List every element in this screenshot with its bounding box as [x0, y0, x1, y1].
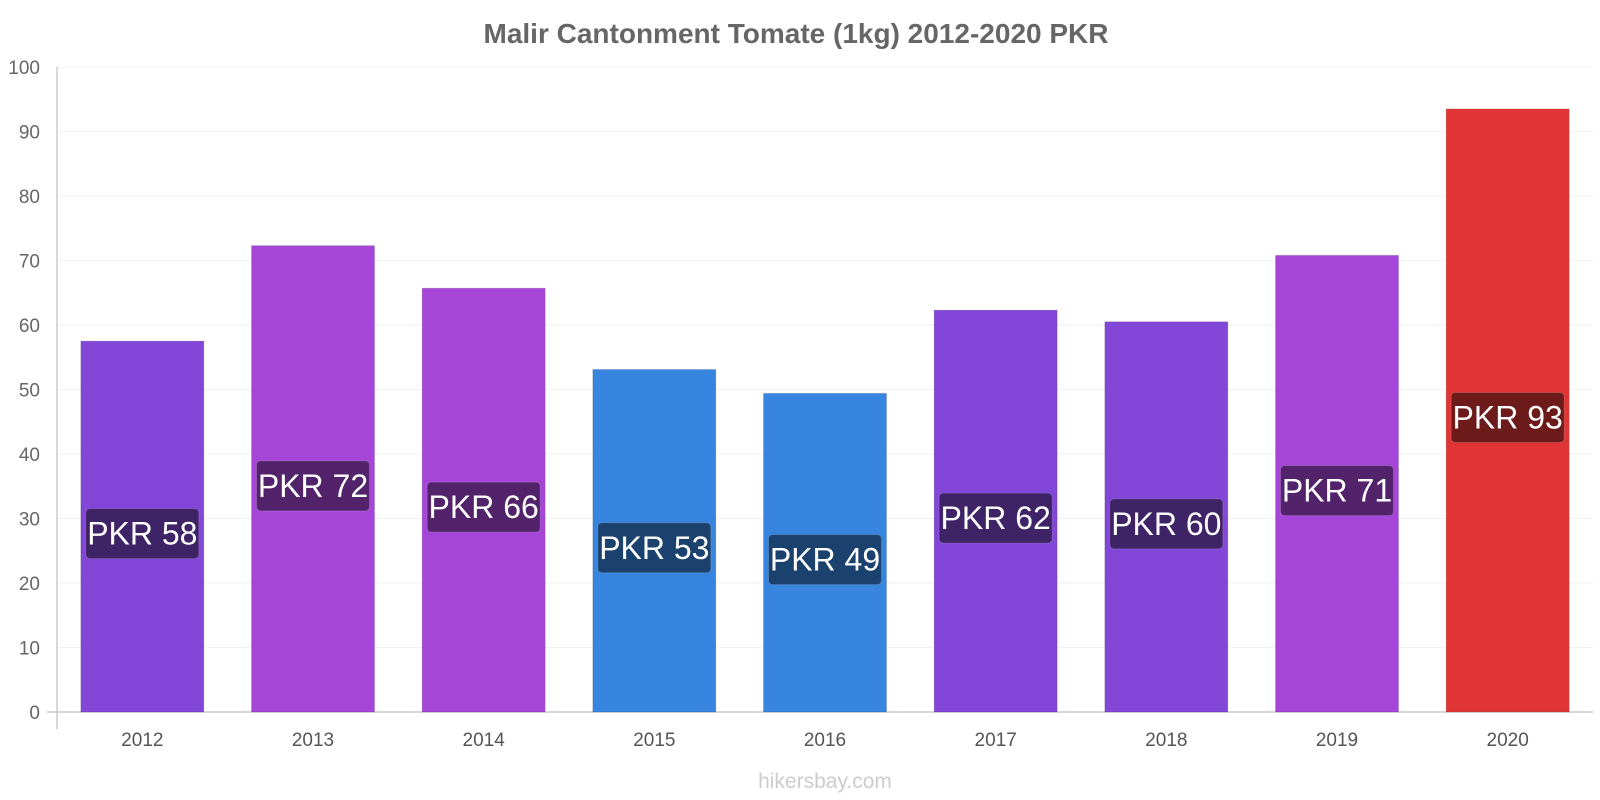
bars: [80, 108, 1570, 713]
x-tick-label-2012: 2012: [121, 730, 163, 751]
x-tick-label-2016: 2016: [804, 730, 846, 751]
data-label-text: PKR 53: [599, 530, 709, 566]
y-axis-tick-labels: 0 10 20 30 40 50 60 70 80 90 100: [8, 58, 40, 724]
data-label-text: PKR 93: [1453, 399, 1563, 435]
data-label-2015: PKR 53: [597, 522, 712, 574]
watermark: hikersbay.com: [758, 770, 892, 793]
data-label-text: PKR 72: [258, 468, 368, 504]
data-label-text: PKR 66: [429, 489, 539, 525]
data-label-background: [938, 492, 1053, 544]
data-label-2018: PKR 60: [1109, 498, 1224, 550]
x-tick-label-2014: 2014: [463, 730, 506, 751]
y-tick-label: 40: [19, 445, 40, 466]
y-tick-label: 50: [19, 381, 40, 402]
data-label-background: [256, 460, 370, 512]
x-tick-label-2017: 2017: [975, 730, 1017, 751]
data-label-text: PKR 60: [1111, 506, 1221, 542]
data-label-2017: PKR 62: [938, 492, 1053, 544]
x-tick-label-2020: 2020: [1487, 730, 1529, 751]
data-label-background: [1450, 391, 1565, 443]
x-tick-label-2019: 2019: [1316, 730, 1358, 751]
data-labels: PKR 58 PKR 72 PKR 66 PKR 53 PKR 49 PKR 62 PKR …: [85, 391, 1565, 586]
data-label-2019: PKR 71: [1280, 465, 1394, 517]
data-label-2020: PKR 93: [1450, 391, 1565, 443]
data-label-2016: PKR 49: [768, 534, 882, 586]
y-tick-label: 90: [19, 123, 40, 144]
y-tick-label: 80: [19, 187, 40, 208]
x-tick-label-2015: 2015: [633, 730, 675, 751]
data-label-2014: PKR 66: [426, 481, 541, 533]
x-axis-tick-labels: 2012 2013 2014 2015 2016 2017 2018 2019 2020: [121, 730, 1529, 751]
y-tick-label: 0: [29, 703, 40, 724]
y-tick-label: 10: [19, 639, 40, 660]
y-tick-label: 70: [19, 252, 40, 273]
data-label-2013: PKR 72: [256, 460, 370, 512]
y-tick-label: 20: [19, 574, 40, 595]
y-tick-label: 30: [19, 510, 40, 531]
data-label-text: PKR 49: [770, 542, 880, 578]
x-tick-label-2018: 2018: [1145, 730, 1187, 751]
x-tick-label-2013: 2013: [292, 730, 334, 751]
data-label-background: [1109, 498, 1224, 550]
y-tick-label: 100: [8, 58, 40, 79]
data-label-background: [597, 522, 712, 574]
data-label-background: [426, 481, 541, 533]
data-label-text: PKR 58: [87, 516, 197, 552]
chart-title: Malir Cantonment Tomate (1kg) 2012-2020 …: [484, 18, 1109, 49]
data-label-text: PKR 62: [941, 500, 1051, 536]
y-tick-label: 60: [19, 316, 40, 337]
data-label-background: [1280, 465, 1394, 517]
data-label-2012: PKR 58: [85, 508, 200, 560]
data-label-background: [85, 508, 200, 560]
data-label-background: [768, 534, 882, 586]
data-label-text: PKR 71: [1282, 473, 1392, 509]
